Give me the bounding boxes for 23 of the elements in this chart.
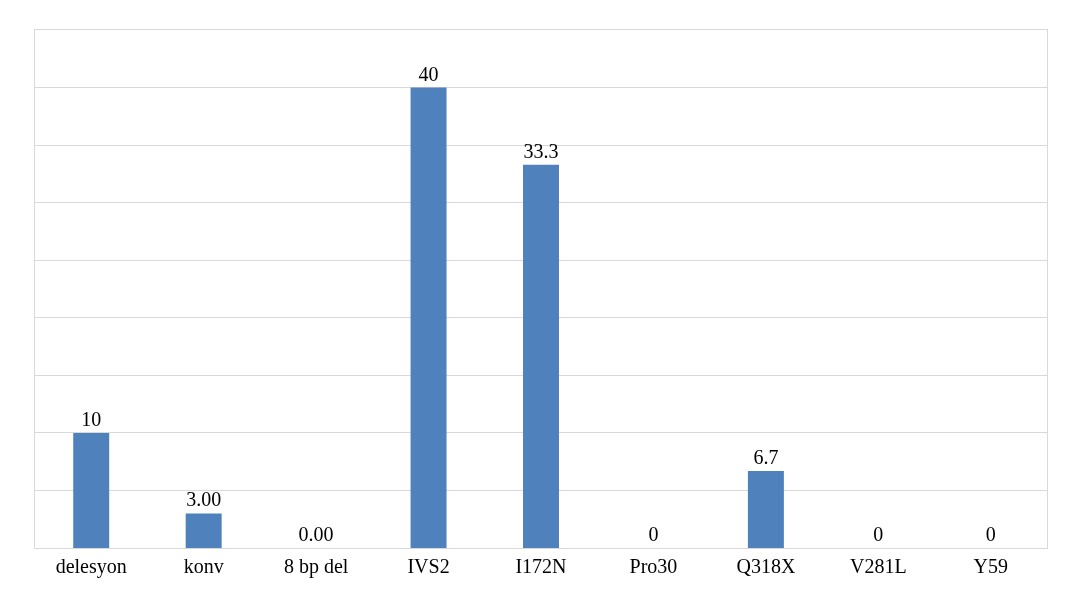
data-label: 0 bbox=[648, 523, 659, 545]
bar bbox=[747, 470, 784, 548]
data-label: 0 bbox=[873, 523, 884, 545]
data-label: 0 bbox=[985, 523, 996, 545]
x-tick-label: Pro30 bbox=[629, 555, 678, 577]
data-label: 0.00 bbox=[298, 523, 334, 545]
data-label: 33.3 bbox=[523, 139, 559, 162]
x-tick-label: konv bbox=[183, 555, 224, 577]
data-label: 6.7 bbox=[753, 445, 779, 468]
data-label: 3.00 bbox=[186, 488, 222, 511]
x-tick-label: IVS2 bbox=[407, 555, 450, 577]
data-label: 40 bbox=[418, 62, 439, 85]
x-tick-label: delesyon bbox=[55, 555, 127, 578]
x-tick-label: V281L bbox=[849, 555, 907, 577]
bar bbox=[410, 87, 447, 548]
bar bbox=[523, 164, 559, 548]
x-tick-label: Y59 bbox=[973, 555, 1009, 577]
bar bbox=[185, 513, 222, 548]
x-tick-label: Q318X bbox=[736, 555, 796, 577]
x-tick-label: I172N bbox=[515, 555, 567, 577]
bar bbox=[73, 432, 110, 548]
x-tick-label: 8 bp del bbox=[283, 555, 349, 578]
data-label: 10 bbox=[81, 407, 102, 430]
